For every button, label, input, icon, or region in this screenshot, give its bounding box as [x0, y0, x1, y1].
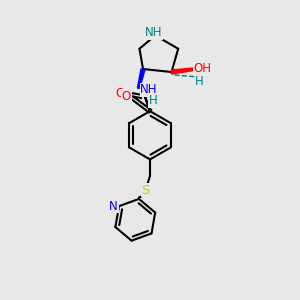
- Polygon shape: [137, 69, 145, 88]
- Text: OH: OH: [194, 62, 211, 75]
- Text: S: S: [141, 184, 150, 197]
- Text: O: O: [115, 87, 124, 100]
- Text: O: O: [122, 90, 131, 103]
- Text: NH: NH: [140, 83, 158, 96]
- Text: NH: NH: [145, 26, 163, 39]
- Text: H: H: [149, 94, 158, 107]
- Text: N: N: [110, 200, 118, 213]
- Polygon shape: [172, 68, 195, 74]
- Text: H: H: [195, 75, 204, 88]
